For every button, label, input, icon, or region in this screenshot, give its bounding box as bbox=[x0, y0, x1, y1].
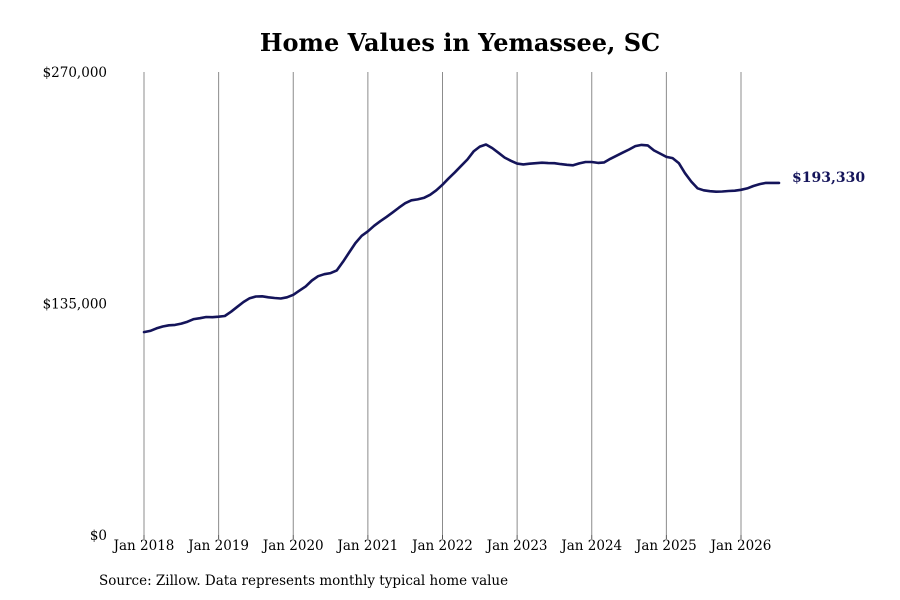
gridlines bbox=[143, 72, 742, 535]
x-tick-label: Jan 2023 bbox=[485, 538, 548, 554]
series-line bbox=[142, 143, 781, 334]
chart-title: Home Values in Yemassee, SC bbox=[259, 28, 661, 57]
x-tick-label: Jan 2018 bbox=[112, 538, 175, 554]
y-tick-label: $135,000 bbox=[43, 297, 107, 313]
y-axis: $0 $135,000 $270,000 bbox=[43, 65, 107, 544]
x-tick-label: Jan 2019 bbox=[186, 538, 249, 554]
x-tick-label: Jan 2020 bbox=[261, 538, 324, 554]
x-axis: Jan 2018 Jan 2019 Jan 2020 Jan 2021 Jan 2022… bbox=[112, 535, 772, 554]
x-tick-label: Jan 2024 bbox=[559, 538, 622, 554]
x-tick-label: Jan 2025 bbox=[634, 538, 697, 554]
x-tick-label: Jan 2026 bbox=[709, 538, 772, 554]
y-tick-label: $0 bbox=[90, 528, 107, 544]
x-tick-label: Jan 2022 bbox=[410, 538, 473, 554]
x-tick-label: Jan 2021 bbox=[335, 538, 398, 554]
end-value-label: $193,330 bbox=[792, 170, 865, 186]
y-tick-label: $270,000 bbox=[43, 65, 107, 81]
source-note: Source: Zillow. Data represents monthly … bbox=[99, 573, 509, 589]
